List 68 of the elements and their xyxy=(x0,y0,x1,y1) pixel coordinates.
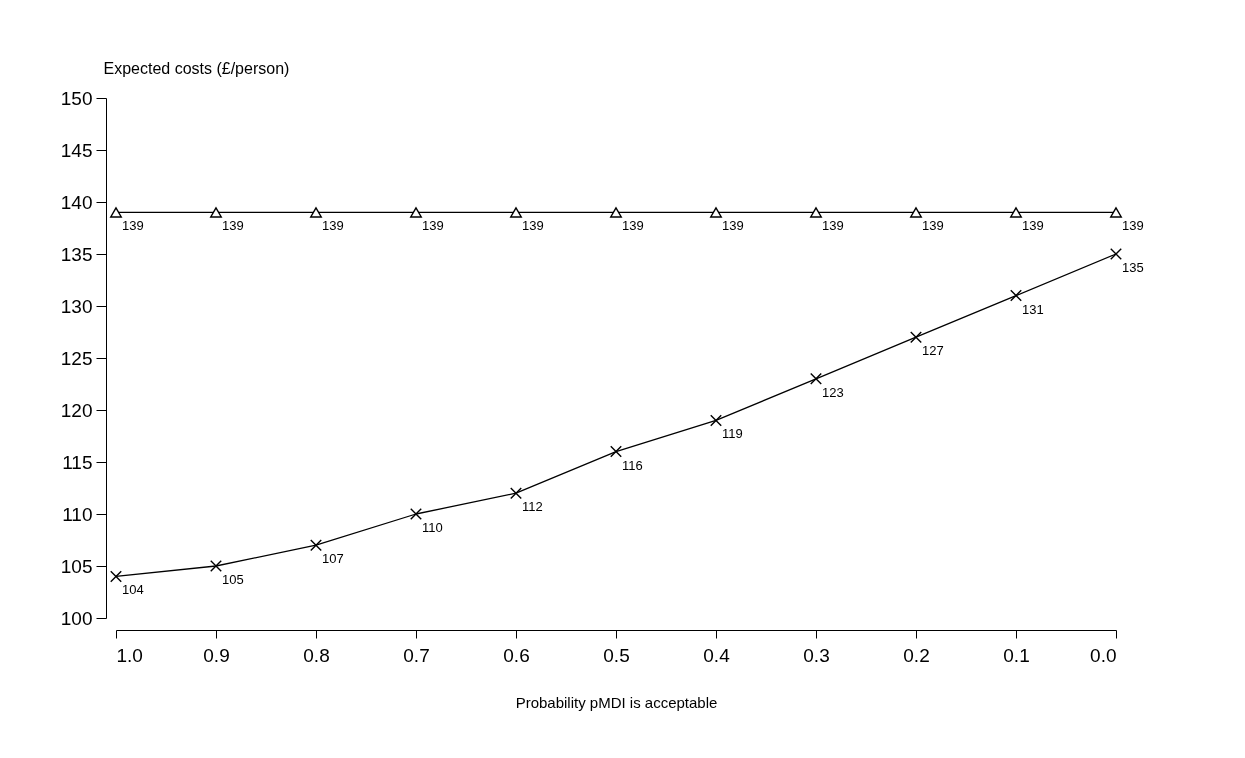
point xyxy=(1110,248,1122,260)
y-tick-label: 105 xyxy=(60,555,93,577)
y-tick-label: 115 xyxy=(62,451,93,473)
data-label: 107 xyxy=(322,551,344,567)
y-tick-label: 110 xyxy=(62,503,93,525)
y-tick-label: 140 xyxy=(60,191,93,213)
x-tick-label: 1.0 xyxy=(116,644,143,666)
point xyxy=(510,487,522,500)
data-label: 119 xyxy=(722,426,743,442)
data-label: 116 xyxy=(622,457,643,473)
point xyxy=(1110,207,1122,218)
y-tick-label: 145 xyxy=(60,139,93,161)
data-label: 139 xyxy=(522,218,544,234)
data-label: 139 xyxy=(422,218,444,234)
data-label: 131 xyxy=(1022,301,1044,317)
point xyxy=(1010,289,1022,302)
x-tick-label: 0.1 xyxy=(1003,644,1030,666)
point xyxy=(310,539,322,552)
point xyxy=(1010,207,1022,218)
data-label: 139 xyxy=(222,218,244,234)
point xyxy=(210,207,222,218)
x-tick-label: 0.9 xyxy=(203,644,230,666)
x-tick-label: 0.5 xyxy=(603,644,630,666)
point xyxy=(810,207,822,218)
point xyxy=(410,207,422,218)
point xyxy=(610,207,622,218)
x-tick-label: 0.3 xyxy=(803,644,830,666)
point xyxy=(110,570,122,583)
x-tick-label: 0.7 xyxy=(403,644,430,666)
data-label: 139 xyxy=(122,218,144,234)
x-tick-label: 0.0 xyxy=(1090,644,1117,666)
point xyxy=(410,508,422,520)
point xyxy=(110,207,122,218)
data-label: 139 xyxy=(622,218,644,234)
data-label: 112 xyxy=(522,499,543,515)
x-tick-label: 0.8 xyxy=(303,644,330,666)
data-label: 139 xyxy=(1022,218,1044,234)
y-tick-label: 125 xyxy=(60,347,93,369)
data-label: 139 xyxy=(822,218,844,234)
point xyxy=(610,445,622,458)
point xyxy=(310,207,322,218)
y-tick-label: 135 xyxy=(60,243,93,265)
data-label: 139 xyxy=(922,218,944,234)
point xyxy=(910,331,922,344)
y-tick-label: 100 xyxy=(60,607,93,629)
data-label: 127 xyxy=(922,343,944,359)
data-label: 123 xyxy=(822,384,844,400)
data-label: 139 xyxy=(1122,218,1144,234)
data-label: 139 xyxy=(722,218,744,234)
y-tick-label: 130 xyxy=(60,295,93,317)
x-tick-label: 0.6 xyxy=(503,644,530,666)
point xyxy=(710,414,722,427)
x-tick-label: 0.4 xyxy=(703,644,731,666)
data-label: 135 xyxy=(1122,260,1144,275)
y-axis-title: Expected costs (£/person) xyxy=(103,59,290,77)
x-tick-label: 0.2 xyxy=(903,644,930,666)
data-label: 139 xyxy=(322,218,344,234)
data-label: 105 xyxy=(222,572,244,587)
y-tick-label: 120 xyxy=(60,399,93,421)
x-axis-title: Probability pMDI is acceptable xyxy=(515,693,718,711)
point xyxy=(910,207,922,218)
data-label: 110 xyxy=(422,520,443,535)
y-tick-label: 150 xyxy=(60,87,93,109)
point xyxy=(210,560,222,572)
point xyxy=(810,372,822,385)
data-label: 104 xyxy=(122,582,144,598)
point xyxy=(710,207,722,218)
point xyxy=(510,207,522,218)
